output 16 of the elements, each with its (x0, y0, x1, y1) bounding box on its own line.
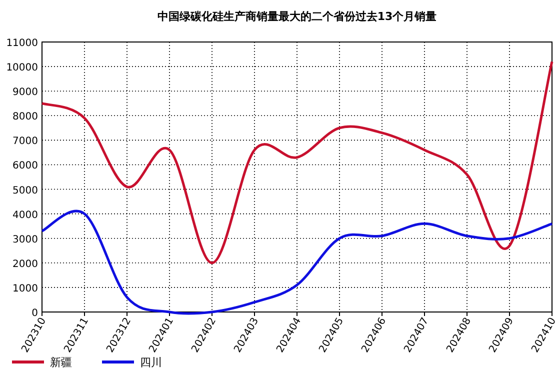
y-tick-label: 8000 (12, 112, 38, 123)
y-tick-label: 6000 (12, 160, 38, 172)
legend-label: 四川 (140, 356, 162, 369)
chart-title: 中国绿碳化硅生产商销量最大的二个省份过去13个月销量 (157, 10, 437, 23)
y-tick-label: 2000 (12, 258, 38, 270)
y-tick-label: 3000 (12, 234, 38, 246)
y-tick-label: 7000 (12, 136, 38, 148)
y-tick-label: 0 (32, 308, 38, 319)
y-tick-label: 1000 (12, 283, 38, 294)
y-tick-label: 9000 (12, 87, 38, 98)
y-tick-label: 11000 (6, 38, 38, 49)
y-tick-label: 5000 (12, 185, 38, 196)
y-tick-label: 4000 (12, 210, 38, 221)
line-series (40, 60, 554, 264)
legend-label: 新疆 (50, 356, 72, 369)
y-tick-label: 10000 (6, 62, 38, 74)
